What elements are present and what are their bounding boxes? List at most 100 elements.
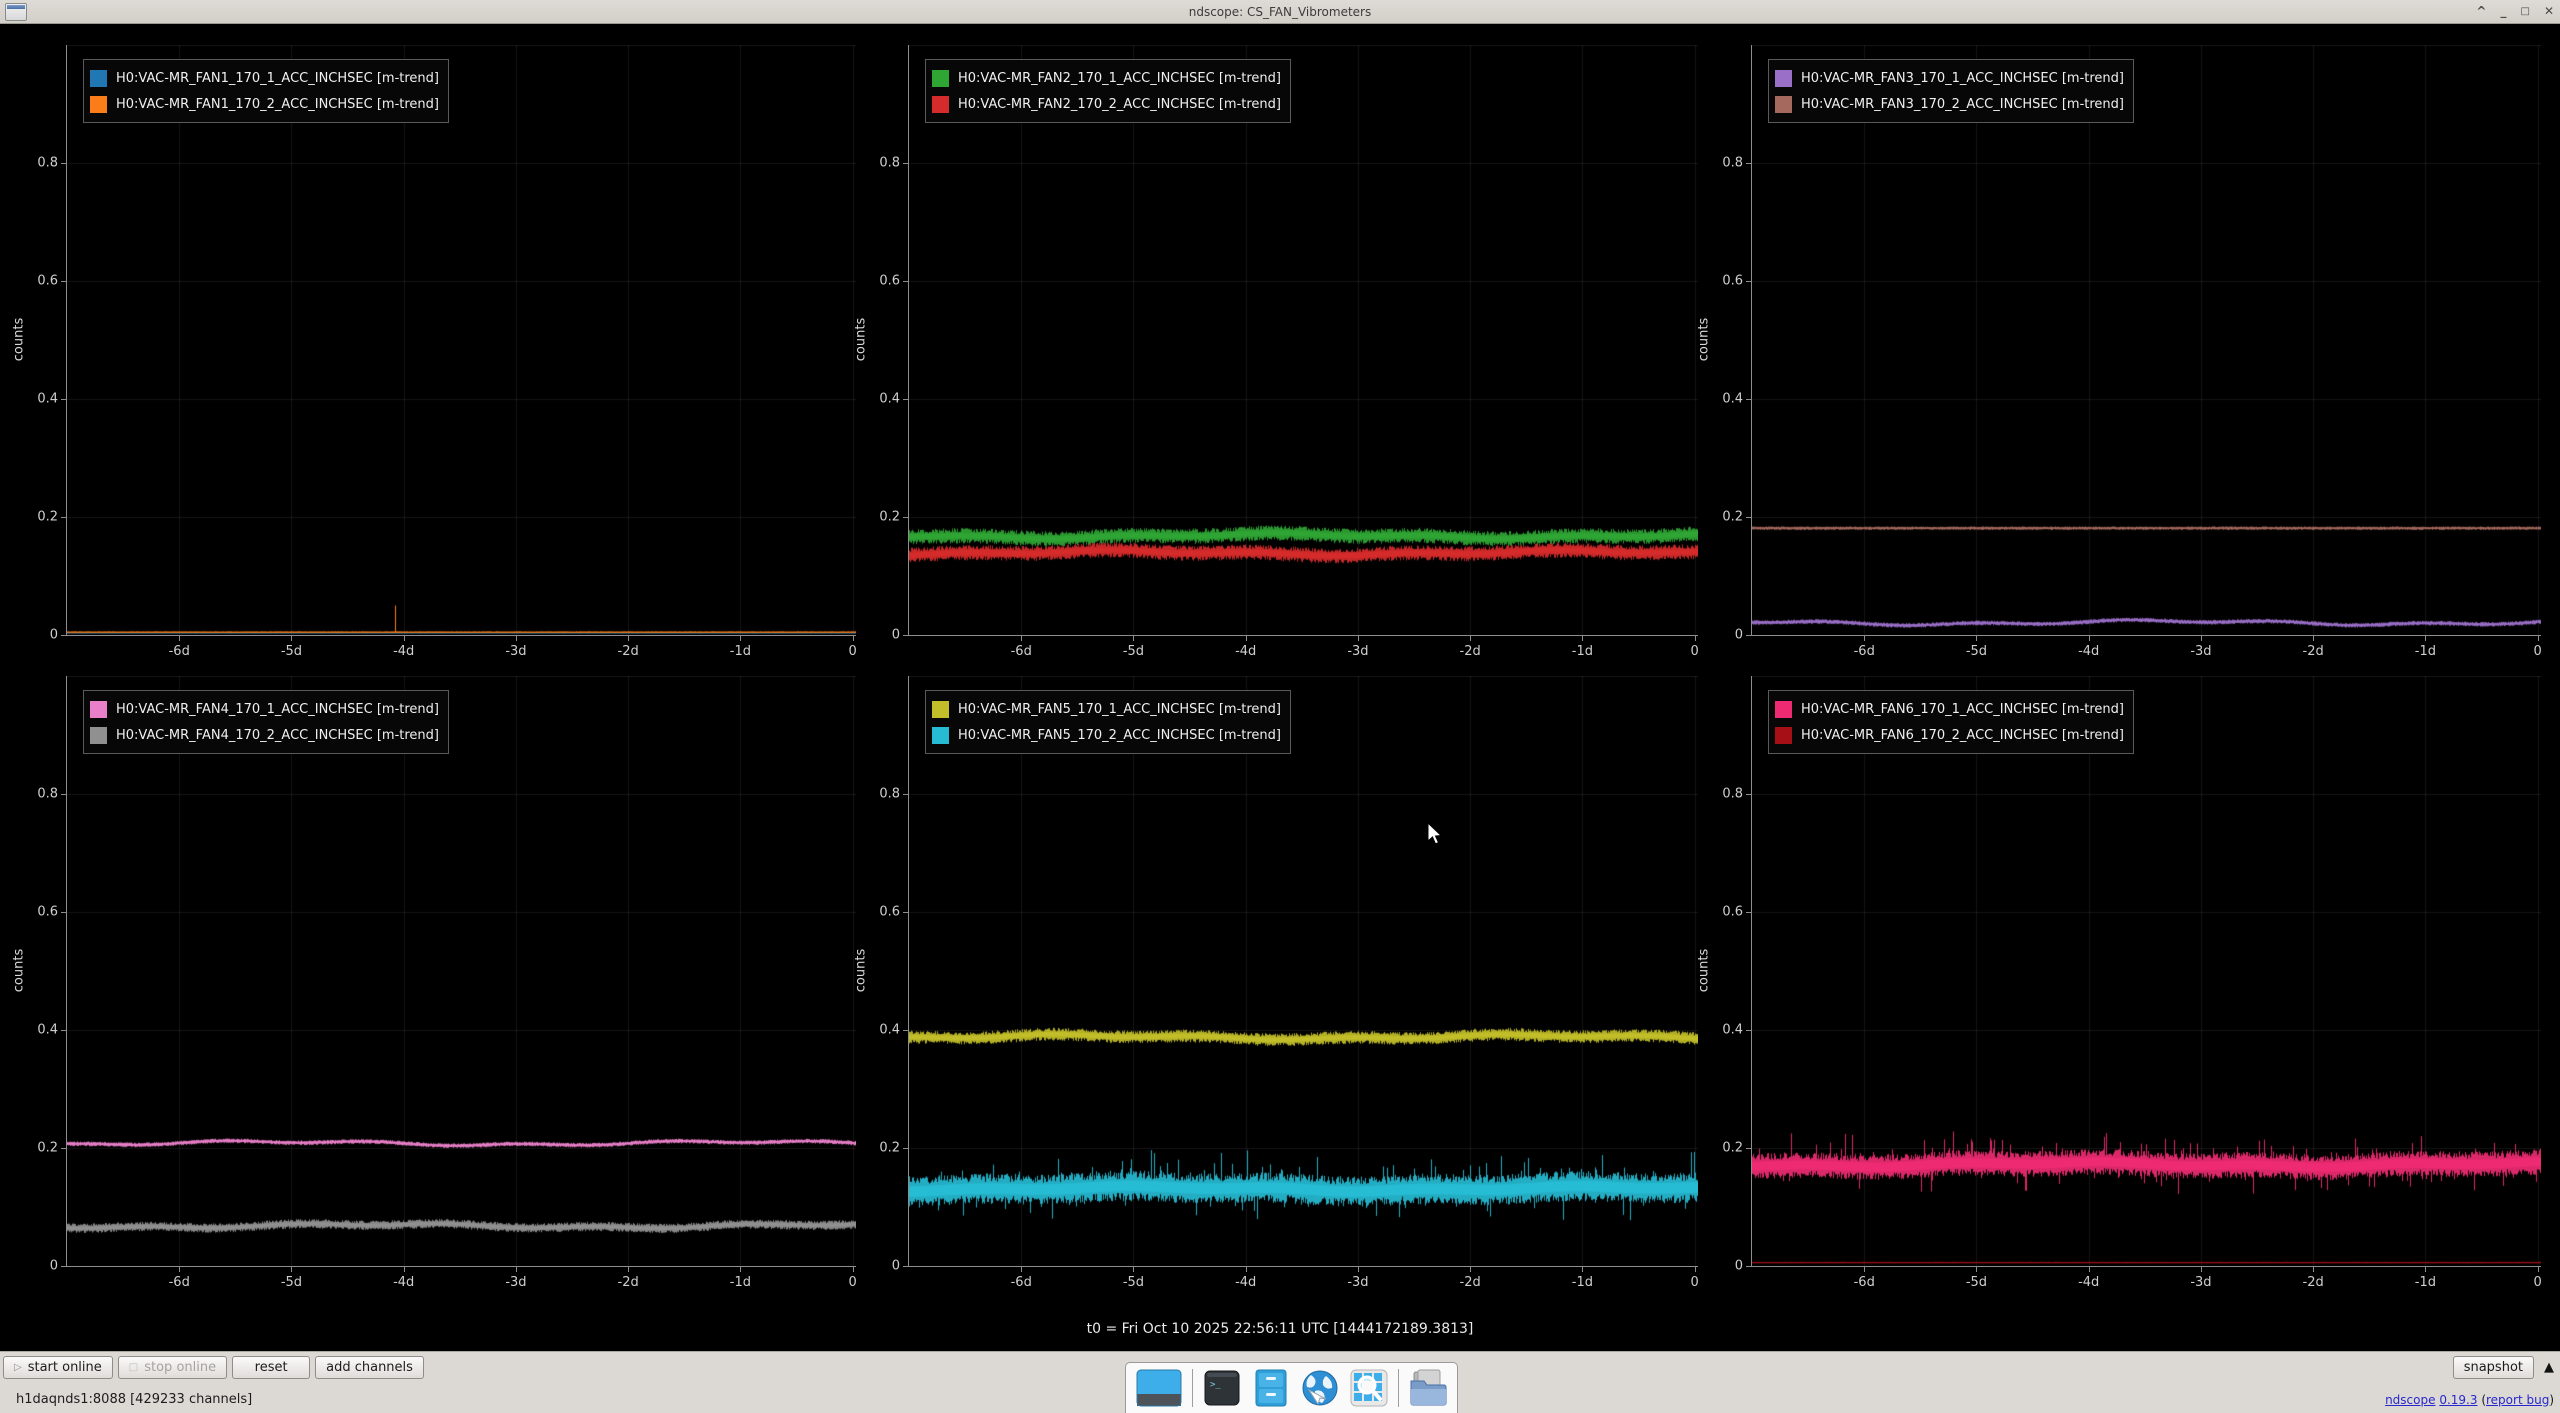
plot-fan4-canvas[interactable] [67, 676, 856, 1266]
rollup-icon[interactable]: ^ [2476, 4, 2487, 18]
y-tick-label: 0.4 [37, 1022, 58, 1038]
y-tick-label: 0.2 [37, 509, 58, 525]
reset-button[interactable]: reset [232, 1356, 311, 1379]
y-tick-label: 0 [49, 627, 58, 643]
dock-separator [1192, 1369, 1193, 1407]
titlebar[interactable]: ndscope: CS_FAN_Vibrometers ^ _ □ ✕ [0, 0, 2560, 24]
x-tick-mark [1976, 636, 1977, 641]
y-tick-mark [61, 163, 66, 164]
x-tick-mark [1695, 1267, 1696, 1272]
add-channels-label: add channels [326, 1360, 413, 1375]
y-tick-label: 0.2 [37, 1140, 58, 1156]
ndscope-link[interactable]: ndscope [2385, 1393, 2436, 1407]
legend-color-swatch-icon [90, 69, 107, 87]
x-tick-mark [740, 1267, 741, 1272]
plot-fan1-canvas[interactable] [67, 45, 856, 635]
snapshot-label: snapshot [2463, 1360, 2523, 1375]
y-tick-label: 0.8 [879, 155, 900, 171]
y-tick-label: 0 [49, 1258, 58, 1274]
x-tick-label: -3d [2190, 1275, 2212, 1290]
version-link[interactable]: 0.19.3 [2439, 1393, 2478, 1407]
report-bug-link[interactable]: report bug [2486, 1393, 2550, 1407]
x-tick-label: -1d [2414, 644, 2436, 659]
version-line: ndscope 0.19.3 (report bug) [2385, 1393, 2554, 1407]
legend-entry: H0:VAC-MR_FAN2_170_2_ACC_INCHSEC [m-tren… [932, 91, 1281, 117]
x-tick-label: -2d [1459, 644, 1481, 659]
x-tick-mark [1246, 1267, 1247, 1272]
x-tick-label: -3d [2190, 644, 2212, 659]
web-browser-icon[interactable] [1300, 1368, 1340, 1408]
x-tick-mark [1133, 1267, 1134, 1272]
x-tick-label: -1d [1571, 1275, 1593, 1290]
x-tick-label: -2d [1459, 1275, 1481, 1290]
plot-fan2-legend[interactable]: H0:VAC-MR_FAN2_170_1_ACC_INCHSEC [m-tren… [925, 59, 1291, 123]
plot-fan6-legend[interactable]: H0:VAC-MR_FAN6_170_1_ACC_INCHSEC [m-tren… [1768, 690, 2134, 754]
legend-channel-label: H0:VAC-MR_FAN4_170_2_ACC_INCHSEC [m-tren… [116, 727, 439, 743]
snapshot-button[interactable]: snapshot [2452, 1356, 2534, 1379]
stop-online-label: stop online [144, 1360, 217, 1375]
file-cabinet-icon[interactable] [1251, 1368, 1291, 1408]
legend-color-swatch-icon [932, 95, 949, 113]
file-manager-icon[interactable] [1408, 1368, 1448, 1408]
application-finder-icon[interactable] [1349, 1368, 1389, 1408]
legend-channel-label: H0:VAC-MR_FAN3_170_1_ACC_INCHSEC [m-tren… [1801, 70, 2124, 86]
plot-fan5-canvas[interactable] [909, 676, 1698, 1266]
plot-fan3-canvas[interactable] [1752, 45, 2541, 635]
stop-online-button[interactable]: □ stop online [117, 1356, 228, 1379]
y-axis-label: counts [1696, 948, 1712, 993]
y-tick-mark [903, 912, 908, 913]
plot-fan4-legend[interactable]: H0:VAC-MR_FAN4_170_1_ACC_INCHSEC [m-tren… [83, 690, 449, 754]
legend-entry: H0:VAC-MR_FAN5_170_1_ACC_INCHSEC [m-tren… [932, 696, 1281, 722]
y-axis-label: counts [11, 317, 27, 362]
x-tick-label: -2d [617, 1275, 639, 1290]
x-tick-mark [1358, 1267, 1359, 1272]
x-tick-label: -3d [505, 644, 527, 659]
plot-fan6-canvas[interactable] [1752, 676, 2541, 1266]
legend-entry: H0:VAC-MR_FAN2_170_1_ACC_INCHSEC [m-tren… [932, 65, 1281, 91]
maximize-icon[interactable]: □ [2520, 6, 2530, 17]
x-tick-label: -1d [2414, 1275, 2436, 1290]
y-tick-mark [1746, 163, 1751, 164]
y-axis-label: counts [11, 948, 27, 993]
y-tick-label: 0.8 [37, 786, 58, 802]
plot-fan3-legend[interactable]: H0:VAC-MR_FAN3_170_1_ACC_INCHSEC [m-tren… [1768, 59, 2134, 123]
x-tick-mark [2089, 1267, 2090, 1272]
minimize-icon[interactable]: _ [2500, 4, 2507, 18]
legend-color-swatch-icon [90, 95, 107, 113]
y-tick-label: 0.8 [1722, 155, 1743, 171]
plot-fan1-legend[interactable]: H0:VAC-MR_FAN1_170_1_ACC_INCHSEC [m-tren… [83, 59, 449, 123]
x-tick-label: -6d [168, 644, 190, 659]
start-online-button[interactable]: ▷ start online [3, 1356, 113, 1379]
legend-channel-label: H0:VAC-MR_FAN2_170_1_ACC_INCHSEC [m-tren… [958, 70, 1281, 86]
show-desktop-icon[interactable] [1135, 1368, 1183, 1408]
expand-arrow-icon[interactable]: ▲ [2544, 1360, 2554, 1375]
y-tick-label: 0.4 [37, 391, 58, 407]
legend-channel-label: H0:VAC-MR_FAN4_170_1_ACC_INCHSEC [m-tren… [116, 701, 439, 717]
y-tick-label: 0.4 [1722, 391, 1743, 407]
y-tick-label: 0.2 [879, 509, 900, 525]
legend-color-swatch-icon [1775, 69, 1792, 87]
x-tick-mark [404, 1267, 405, 1272]
y-axis-label: counts [1696, 317, 1712, 362]
x-tick-mark [1021, 636, 1022, 641]
plot-fan5-legend[interactable]: H0:VAC-MR_FAN5_170_1_ACC_INCHSEC [m-tren… [925, 690, 1291, 754]
y-tick-label: 0.6 [37, 273, 58, 289]
x-tick-mark [1358, 636, 1359, 641]
y-tick-label: 0.6 [879, 273, 900, 289]
y-tick-mark [903, 635, 908, 636]
window-menu-icon[interactable] [5, 3, 27, 21]
x-tick-label: -5d [1122, 644, 1145, 659]
close-icon[interactable]: ✕ [2543, 4, 2554, 18]
y-tick-label: 0.4 [879, 1022, 900, 1038]
add-channels-button[interactable]: add channels [315, 1356, 424, 1379]
x-tick-label: -4d [1235, 1275, 1257, 1290]
x-tick-mark [291, 1267, 292, 1272]
x-tick-mark [1133, 636, 1134, 641]
y-tick-mark [61, 1266, 66, 1267]
x-tick-label: -1d [1571, 644, 1593, 659]
window-title: ndscope: CS_FAN_Vibrometers [1188, 4, 1372, 19]
terminal-icon[interactable]: >_ [1202, 1368, 1242, 1408]
y-tick-label: 0.8 [879, 786, 900, 802]
x-tick-mark [2313, 636, 2314, 641]
plot-fan2-canvas[interactable] [909, 45, 1698, 635]
